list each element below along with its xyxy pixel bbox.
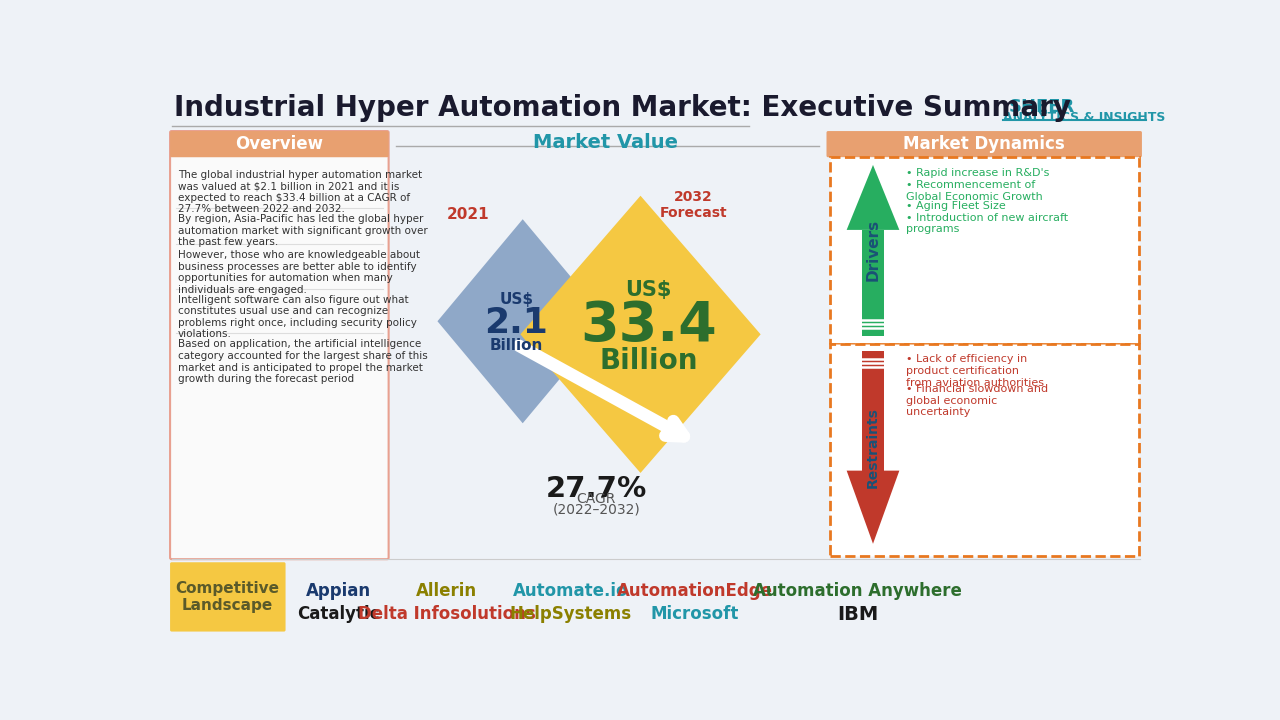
- Text: AutomationEdge: AutomationEdge: [617, 582, 773, 600]
- Text: SHEER: SHEER: [1009, 98, 1075, 116]
- Text: Automate.io: Automate.io: [513, 582, 628, 600]
- FancyBboxPatch shape: [827, 131, 1142, 157]
- Text: • Introduction of new aircraft
programs: • Introduction of new aircraft programs: [905, 212, 1068, 234]
- Text: Market Dynamics: Market Dynamics: [904, 135, 1065, 153]
- Text: ANALYTICS & INSIGHTS: ANALYTICS & INSIGHTS: [1004, 111, 1166, 124]
- Text: Catalytic: Catalytic: [297, 606, 379, 624]
- Text: Billion: Billion: [599, 346, 698, 374]
- Polygon shape: [846, 471, 900, 544]
- Text: Microsoft: Microsoft: [650, 606, 739, 624]
- Text: Delta Infosolutions: Delta Infosolutions: [358, 606, 535, 624]
- Text: However, those who are knowledgeable about
business processes are better able to: However, those who are knowledgeable abo…: [178, 250, 420, 294]
- Text: Overview: Overview: [236, 135, 324, 153]
- Text: Intelligent software can also figure out what
constitutes usual use and can reco: Intelligent software can also figure out…: [178, 294, 417, 340]
- FancyBboxPatch shape: [170, 131, 389, 157]
- Text: • Aging Fleet Size: • Aging Fleet Size: [905, 201, 1005, 211]
- Text: Allerin: Allerin: [416, 582, 477, 600]
- Text: Automation Anywhere: Automation Anywhere: [753, 582, 963, 600]
- Text: CAGR: CAGR: [576, 492, 616, 506]
- Text: Billion: Billion: [490, 338, 543, 354]
- Text: US$: US$: [499, 292, 534, 307]
- Text: • Financial slowdown and
global economic
uncertainty: • Financial slowdown and global economic…: [905, 384, 1047, 417]
- Text: • Recommencement of
Global Economic Growth: • Recommencement of Global Economic Grow…: [905, 180, 1042, 202]
- Polygon shape: [521, 196, 760, 473]
- Bar: [861, 351, 884, 471]
- FancyBboxPatch shape: [170, 562, 285, 631]
- Text: • Lack of efficiency in
product certification
from aviation authorities: • Lack of efficiency in product certific…: [905, 354, 1043, 387]
- Polygon shape: [846, 165, 900, 230]
- Bar: [829, 343, 1139, 556]
- Text: IBM: IBM: [837, 606, 878, 624]
- Text: By region, Asia-Pacific has led the global hyper
automation market with signific: By region, Asia-Pacific has led the glob…: [178, 215, 428, 248]
- Text: Appian: Appian: [306, 582, 371, 600]
- Text: Based on application, the artificial intelligence
category accounted for the lar: Based on application, the artificial int…: [178, 339, 428, 384]
- Text: Industrial Hyper Automation Market: Executive Summary: Industrial Hyper Automation Market: Exec…: [174, 94, 1071, 122]
- Text: 2032
Forecast: 2032 Forecast: [659, 189, 727, 220]
- Text: Market Value: Market Value: [534, 132, 678, 152]
- Text: 33.4: 33.4: [580, 299, 717, 353]
- Text: • Rapid increase in R&D's: • Rapid increase in R&D's: [905, 168, 1048, 178]
- Bar: [861, 230, 884, 336]
- Bar: [829, 157, 1139, 343]
- Text: 27.7%: 27.7%: [545, 475, 646, 503]
- Text: Restraints: Restraints: [867, 407, 881, 488]
- Text: 2021: 2021: [447, 207, 490, 222]
- Text: HelpSystems: HelpSystems: [509, 606, 632, 624]
- Text: US$: US$: [625, 280, 672, 300]
- Text: 2.1: 2.1: [485, 306, 548, 340]
- FancyBboxPatch shape: [170, 131, 389, 559]
- Text: Competitive
Landscape: Competitive Landscape: [175, 581, 279, 613]
- Polygon shape: [438, 219, 608, 423]
- Text: The global industrial hyper automation market
was valued at $2.1 billion in 2021: The global industrial hyper automation m…: [178, 169, 422, 215]
- Text: (2022–2032): (2022–2032): [553, 503, 640, 517]
- Text: Drivers: Drivers: [865, 220, 881, 282]
